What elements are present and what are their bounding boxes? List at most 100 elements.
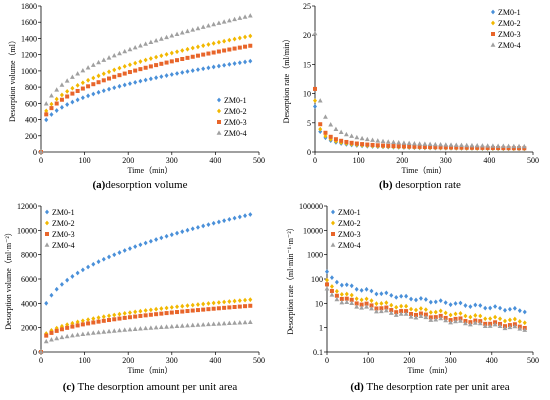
data-point bbox=[153, 37, 159, 43]
data-point bbox=[143, 57, 148, 63]
chart-panel-4: 0 100 200 300 400 500 0.1 1 10 100 1000 10000 100000… bbox=[286, 202, 539, 393]
data-point bbox=[480, 145, 485, 150]
data-point bbox=[498, 316, 503, 322]
data-point bbox=[138, 308, 143, 314]
x-tick-label: 0 bbox=[313, 156, 317, 165]
x-tick-label: 300 bbox=[440, 156, 452, 165]
data-point bbox=[359, 287, 364, 293]
data-point bbox=[112, 252, 117, 258]
data-point bbox=[75, 332, 81, 337]
data-point bbox=[388, 310, 394, 315]
data-point bbox=[517, 326, 523, 331]
data-point bbox=[117, 83, 122, 89]
panel-caption-text: The desorption amount per unit area bbox=[75, 381, 237, 393]
data-point bbox=[211, 64, 216, 70]
data-point bbox=[409, 296, 414, 302]
data-point bbox=[185, 303, 190, 309]
data-point bbox=[69, 333, 75, 338]
legend-entry: ZM0-2 bbox=[224, 107, 247, 116]
data-point bbox=[159, 306, 164, 311]
data-point bbox=[180, 57, 185, 62]
data-point bbox=[190, 308, 195, 313]
panel-caption-letter: (a) bbox=[92, 179, 105, 191]
y-tick-label: 15 bbox=[303, 60, 311, 69]
data-point bbox=[195, 224, 200, 230]
x-tick-label: 500 bbox=[253, 356, 265, 365]
data-point bbox=[148, 325, 154, 330]
legend-entry: ZM0-4 bbox=[52, 241, 75, 250]
legend-entry: ZM0-4 bbox=[224, 129, 247, 138]
data-point bbox=[517, 146, 522, 151]
legend-entry: ZM0-2 bbox=[498, 19, 521, 28]
data-point bbox=[185, 46, 190, 52]
data-point bbox=[206, 222, 211, 228]
data-point bbox=[488, 305, 493, 311]
series-ZM0-1 bbox=[325, 269, 527, 315]
series-ZM0-3 bbox=[313, 86, 527, 151]
x-tick-label: 200 bbox=[122, 356, 134, 365]
data-point bbox=[369, 305, 374, 311]
data-point bbox=[385, 139, 391, 144]
legend-marker bbox=[330, 242, 336, 247]
data-point bbox=[325, 269, 329, 275]
data-point bbox=[195, 25, 201, 31]
data-point bbox=[154, 75, 159, 81]
data-point bbox=[96, 59, 101, 65]
data-point bbox=[379, 306, 384, 311]
data-point bbox=[334, 293, 339, 298]
data-point bbox=[364, 304, 369, 309]
data-point bbox=[175, 310, 180, 315]
data-point bbox=[354, 141, 359, 146]
series-ZM0-4 bbox=[38, 13, 253, 154]
data-point bbox=[206, 301, 211, 306]
data-point bbox=[70, 320, 75, 326]
data-point bbox=[154, 63, 159, 68]
legend-marker bbox=[490, 42, 496, 47]
data-point bbox=[164, 233, 169, 239]
data-point bbox=[247, 13, 253, 18]
data-point bbox=[448, 312, 453, 318]
data-point bbox=[409, 312, 414, 317]
data-point bbox=[49, 106, 54, 111]
data-point bbox=[201, 307, 206, 312]
data-point bbox=[158, 324, 164, 330]
x-tick-label: 300 bbox=[166, 156, 178, 165]
data-point bbox=[59, 97, 64, 102]
data-point bbox=[96, 329, 101, 335]
data-point bbox=[469, 142, 475, 148]
data-point bbox=[333, 137, 338, 142]
data-point bbox=[237, 15, 243, 20]
data-point bbox=[380, 138, 386, 144]
data-point bbox=[418, 296, 423, 301]
data-point bbox=[80, 80, 85, 86]
data-point bbox=[458, 310, 463, 316]
data-point bbox=[318, 129, 323, 135]
data-point bbox=[206, 42, 211, 47]
series-ZM0-3 bbox=[39, 43, 253, 154]
data-point bbox=[407, 144, 412, 149]
data-point bbox=[433, 299, 438, 305]
data-point bbox=[248, 33, 253, 39]
data-point bbox=[216, 306, 221, 311]
data-point bbox=[496, 146, 501, 151]
data-point bbox=[409, 306, 414, 312]
data-point bbox=[386, 143, 391, 148]
data-point bbox=[312, 30, 318, 36]
data-point bbox=[511, 143, 517, 149]
data-point bbox=[324, 286, 330, 291]
data-point bbox=[417, 141, 423, 146]
data-point bbox=[117, 327, 122, 333]
data-point bbox=[70, 99, 75, 105]
y-tick-label: 100000 bbox=[299, 202, 323, 211]
data-point bbox=[86, 84, 91, 89]
data-point bbox=[227, 216, 232, 222]
data-point bbox=[101, 88, 106, 94]
y-tick-label: 1 bbox=[319, 324, 323, 333]
data-point bbox=[80, 95, 85, 101]
data-point bbox=[107, 254, 112, 260]
data-point bbox=[502, 325, 508, 331]
data-point bbox=[438, 298, 443, 304]
data-point bbox=[516, 143, 522, 149]
data-point bbox=[201, 66, 206, 72]
legend-marker bbox=[217, 97, 221, 103]
